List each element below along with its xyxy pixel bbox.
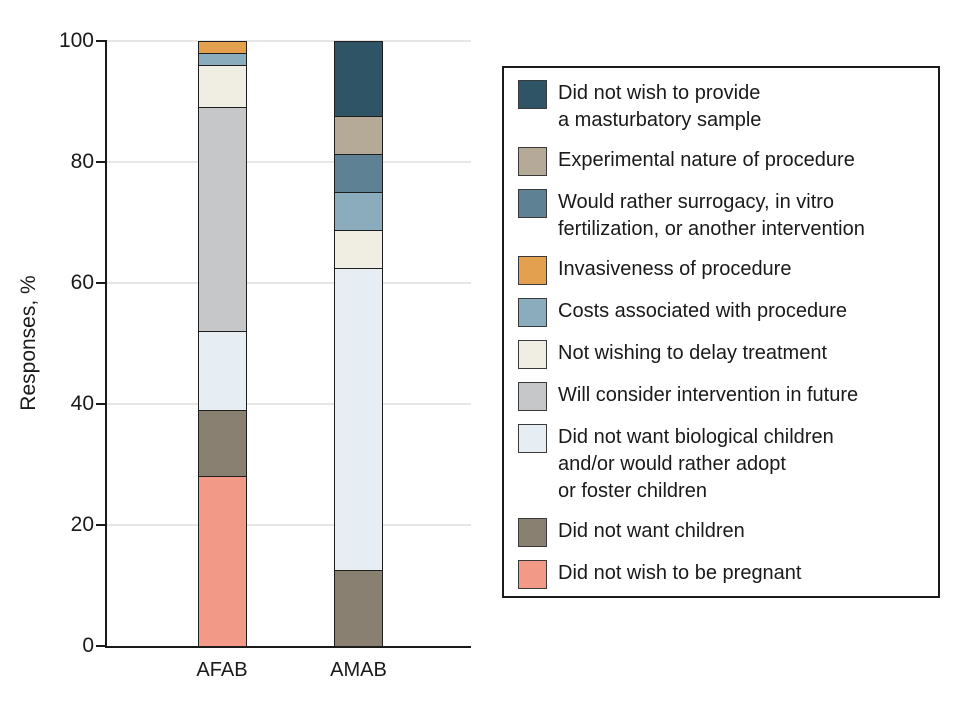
gridline [107,523,471,526]
legend-color-swatch [518,560,547,589]
legend-color-swatch [518,189,547,218]
bar-segment-cream [334,229,383,269]
y-tick-label: 60 [70,270,94,294]
legend-item-label: Did not wish to be pregnant [558,562,802,584]
legend-item-label: Would rather surrogacy, in vitro fertili… [558,191,865,240]
y-axis-line [105,40,107,648]
gridline [107,281,471,284]
legend-item-label: Will consider intervention in future [558,384,859,406]
legend-item: Did not wish to provide a masturbatory s… [518,80,930,134]
legend-color-swatch [518,424,547,453]
legend-item: Invasiveness of procedure [518,256,930,285]
legend-item-label: Not wishing to delay treatment [558,342,828,364]
legend-item: Not wishing to delay treatment [518,340,930,369]
bar-segment-salmon [198,476,247,647]
y-axis-tick [96,523,106,526]
legend-item: Did not want children [518,518,930,547]
legend-color-swatch [518,80,547,109]
y-axis-tick [96,402,106,405]
bar-segment-taupe [334,570,383,647]
bar-segment-gray [198,107,247,333]
y-axis-tick [96,160,106,163]
bar-segment-steel_light [198,52,247,66]
legend-color-swatch [518,518,547,547]
bar-segment-taupe [198,409,247,478]
legend-color-swatch [518,382,547,411]
legend-item: Experimental nature of procedure [518,147,930,176]
legend-item-label: Costs associated with procedure [558,300,848,322]
gridline [107,39,471,42]
gridline [107,402,471,405]
bar-segment-pale_blue [198,331,247,411]
legend-color-swatch [518,256,547,285]
bar-segment-pale_blue [334,267,383,572]
legend-item-label: Did not want children [558,520,745,542]
legend-item: Costs associated with procedure [518,298,930,327]
legend-item: Will consider intervention in future [518,382,930,411]
y-tick-label: 40 [70,391,94,415]
legend-item-label: Did not want biological children and/or … [558,426,834,502]
bar-segment-cream [198,64,247,109]
y-axis-tick [96,645,106,647]
legend-color-swatch [518,340,547,369]
legend: Did not wish to provide a masturbatory s… [502,66,940,598]
y-axis-tick [96,281,106,284]
y-tick-label: 80 [70,149,94,173]
gridline [107,160,471,163]
legend-item-label: Experimental nature of procedure [558,149,855,171]
legend-item-label: Invasiveness of procedure [558,258,792,280]
bar-segment-steel_dark [334,154,383,193]
x-tick-label-amab: AMAB [330,659,387,681]
legend-color-swatch [518,298,547,327]
y-tick-label: 20 [70,512,94,536]
bar-segment-navy [334,40,383,118]
legend-item-label: Did not wish to provide a masturbatory s… [558,82,762,131]
legend-color-swatch [518,147,547,176]
bar-segment-tan [334,116,383,156]
legend-item: Did not wish to be pregnant [518,560,930,589]
y-axis-tick [96,39,106,42]
x-tick-label-afab: AFAB [196,659,248,681]
bar-segment-orange [198,40,247,54]
bar-segment-steel_light [334,191,383,231]
y-tick-label: 100 [58,28,94,52]
legend-item: Would rather surrogacy, in vitro fertili… [518,189,930,243]
x-axis-line [105,646,471,648]
y-tick-label: 0 [82,634,94,657]
legend-item: Did not want biological children and/or … [518,424,930,505]
